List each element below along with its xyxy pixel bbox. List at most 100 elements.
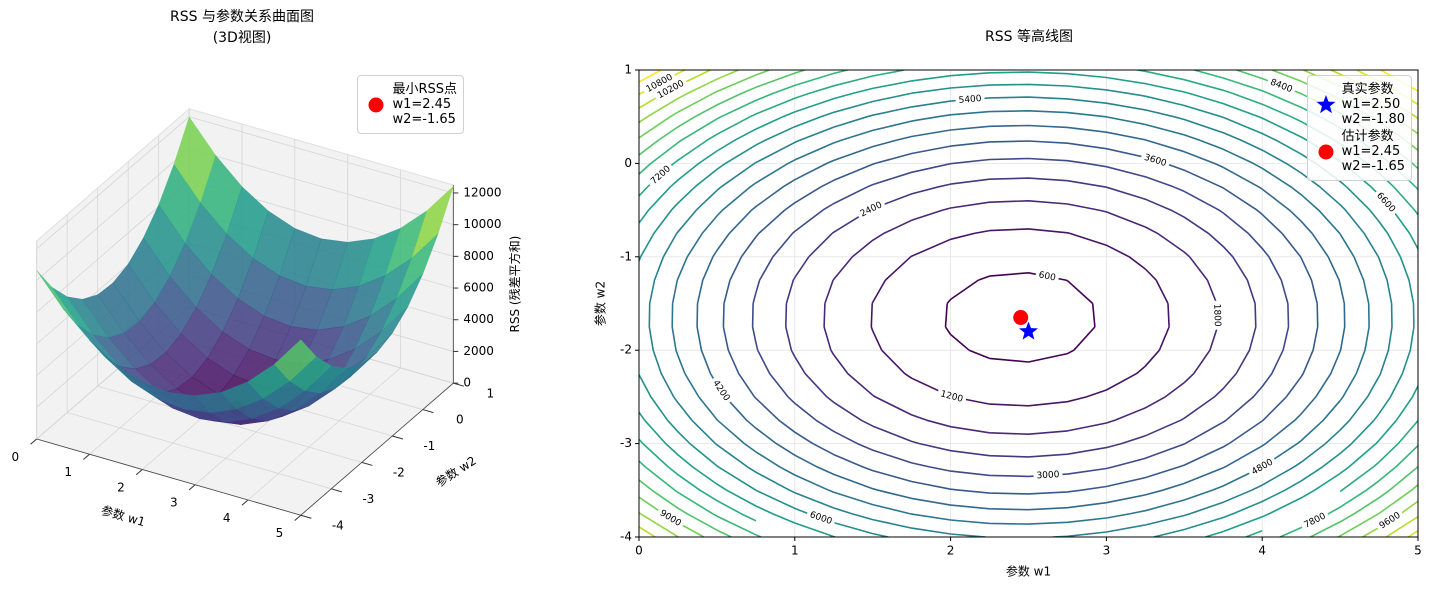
y-axis-label: 参数 w2: [593, 281, 608, 326]
contour-set: [639, 70, 1418, 537]
marker-circle: [368, 97, 384, 112]
x-tick-label: 2: [947, 544, 955, 558]
contour-label-bg: [1210, 300, 1224, 330]
contour-label-group: 3600: [1139, 150, 1171, 171]
contour-line: [639, 70, 1418, 537]
contour-label: 6000: [808, 510, 833, 527]
legend-label: 估计参数 w1=2.45 w2=-1.65: [1341, 129, 1405, 174]
contour-label: 1800: [1211, 304, 1222, 328]
contour-line: [639, 71, 1418, 537]
x-tick-label: 2: [117, 480, 125, 494]
contour-label-bg: [1374, 507, 1406, 534]
x-tick-label: 3: [170, 496, 178, 510]
contour-line: [751, 157, 1290, 478]
contour-label-group: 3000: [1033, 468, 1063, 483]
x-tick-label: 3: [1103, 544, 1111, 558]
x-tick-label: 4: [1258, 544, 1266, 558]
chart-subtitle: (3D视图): [213, 30, 272, 46]
contour-line: [639, 70, 1418, 537]
z-axis-label: RSS (残差平方和): [507, 236, 522, 333]
contour-label-group: 2400: [855, 197, 887, 222]
contour-label-bg: [805, 507, 837, 529]
contour-labels: 6001200180024003000360042004800540060006…: [641, 69, 1406, 534]
contour-line: [722, 140, 1319, 495]
legend-label: 最小RSS点 w1=2.45 w2=-1.65: [392, 82, 457, 127]
contour-line: [648, 96, 1393, 537]
z-tick-label: 10000: [463, 217, 501, 231]
tick-mark: [135, 469, 143, 476]
tick-mark: [241, 499, 249, 506]
contour-line: [823, 200, 1219, 435]
x-tick-label: 1: [791, 544, 799, 558]
contour-label-bg: [641, 69, 678, 97]
legend-marker: [368, 97, 384, 112]
contour-label: 600: [1038, 270, 1057, 283]
y-tick-label: -2: [393, 466, 405, 480]
y-tick-label: 0: [624, 156, 632, 170]
contour-label-bg: [655, 505, 686, 531]
x-tick-label: 5: [1414, 544, 1422, 558]
tick-mark: [83, 453, 90, 460]
contour-label-bg: [855, 197, 887, 222]
contour-label-bg: [1139, 150, 1171, 171]
contour-label-group: 5400: [955, 92, 986, 107]
legend-entry: 最小RSS点 w1=2.45 w2=-1.65: [364, 82, 457, 127]
contour-label-bg: [1371, 187, 1401, 218]
legend-label: 真实参数 w1=2.50 w2=-1.80: [1341, 82, 1405, 127]
grid-line: [189, 116, 454, 194]
z-tick-label: 4000: [463, 312, 494, 326]
marker-circle: [1318, 144, 1334, 159]
grid-line: [247, 367, 401, 501]
contour-label-bg: [652, 75, 689, 104]
tick-mark: [422, 409, 434, 414]
x-tick-label: 0: [635, 544, 643, 558]
z-tick-label: 12000: [463, 185, 501, 199]
contour-line: [639, 70, 1418, 537]
x-tick-label: 4: [223, 511, 231, 525]
z-tick-label: 6000: [463, 281, 494, 295]
z-tick-label: 8000: [463, 249, 494, 263]
x-axis-label: 参数 w1: [1006, 564, 1051, 579]
chart-title: RSS 等高线图: [985, 28, 1073, 45]
contour-label-group: 1800: [1210, 300, 1224, 330]
y-tick-label: -3: [362, 492, 374, 506]
grid-line: [67, 412, 332, 490]
contour-line: [696, 124, 1346, 511]
contour-line: [870, 228, 1170, 407]
legend: 最小RSS点 w1=2.45 w2=-1.65: [357, 75, 464, 134]
x-tick-label: 0: [12, 450, 20, 464]
surface-patch: [36, 270, 79, 326]
y-tick-label: -3: [620, 436, 632, 450]
contour-line: [639, 70, 1418, 537]
contour-label: 3000: [1036, 470, 1060, 481]
z-tick-label: 0: [463, 376, 471, 390]
y-tick-label: -4: [332, 518, 344, 532]
tick-mark: [392, 435, 404, 440]
contour-label-group: 9600: [1374, 507, 1406, 534]
marker-star: [1019, 321, 1038, 340]
legend: 真实参数 w1=2.50 w2=-1.80 估计参数 w1=2.45 w2=-1.…: [1306, 75, 1412, 181]
y-tick-label: -1: [620, 249, 632, 263]
x-axis-label: 参数 w1: [99, 502, 147, 529]
grid-line: [189, 148, 454, 226]
contour-label-bg: [645, 160, 676, 190]
contour-label-group: 1200: [936, 387, 968, 407]
contour-line: [944, 272, 1096, 363]
contour-label-group: 6000: [805, 507, 837, 529]
contour-label-bg: [955, 92, 986, 107]
contour-label-group: 7200: [645, 160, 676, 190]
contour-label-bg: [708, 375, 735, 406]
grid-line: [97, 385, 362, 463]
grid-line: [36, 116, 190, 250]
contour-line: [639, 83, 1415, 537]
y-tick-label: -2: [620, 343, 632, 357]
contour-line: [639, 70, 1418, 537]
grid-line: [36, 148, 190, 281]
axis-line: [300, 382, 454, 516]
legend-marker: [1318, 144, 1334, 159]
contour-label-group: 6600: [1371, 187, 1401, 218]
legend-marker: [1316, 94, 1336, 113]
y-tick-label: -4: [620, 530, 632, 544]
contour-label-bg: [1299, 508, 1331, 533]
